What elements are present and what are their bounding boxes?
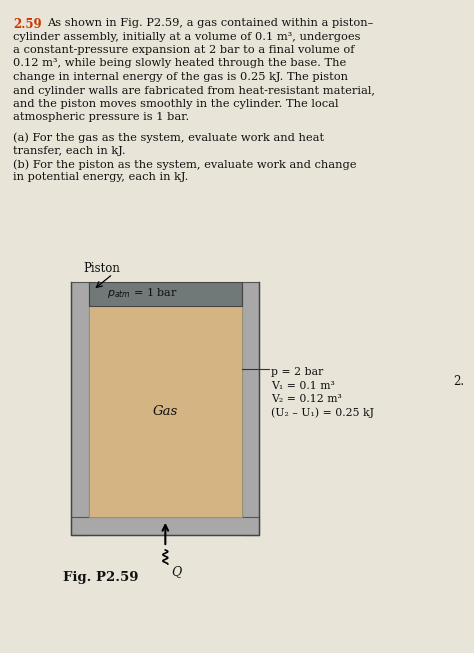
Text: transfer, each in kJ.: transfer, each in kJ. bbox=[13, 146, 126, 155]
Text: $p_{atm}$ = 1 bar: $p_{atm}$ = 1 bar bbox=[107, 286, 178, 300]
Text: As shown in Fig. P2.59, a gas contained within a piston–: As shown in Fig. P2.59, a gas contained … bbox=[47, 18, 374, 28]
Text: 0.12 m³, while being slowly heated through the base. The: 0.12 m³, while being slowly heated throu… bbox=[13, 59, 346, 69]
Text: cylinder assembly, initially at a volume of 0.1 m³, undergoes: cylinder assembly, initially at a volume… bbox=[13, 31, 360, 42]
Text: (a) For the gas as the system, evaluate work and heat: (a) For the gas as the system, evaluate … bbox=[13, 132, 324, 142]
Bar bbox=[89, 282, 242, 306]
Text: Gas: Gas bbox=[153, 405, 178, 418]
Text: a constant-pressure expansion at 2 bar to a final volume of: a constant-pressure expansion at 2 bar t… bbox=[13, 45, 355, 55]
Text: Fig. P2.59: Fig. P2.59 bbox=[64, 571, 139, 584]
Text: atmospheric pressure is 1 bar.: atmospheric pressure is 1 bar. bbox=[13, 112, 189, 123]
Text: (U₂ – U₁) = 0.25 kJ: (U₂ – U₁) = 0.25 kJ bbox=[271, 408, 374, 419]
Bar bbox=[89, 306, 242, 517]
Text: and the piston moves smoothly in the cylinder. The local: and the piston moves smoothly in the cyl… bbox=[13, 99, 338, 109]
Text: and cylinder walls are fabricated from heat-resistant material,: and cylinder walls are fabricated from h… bbox=[13, 86, 375, 95]
Text: in potential energy, each in kJ.: in potential energy, each in kJ. bbox=[13, 172, 188, 182]
Text: 2.: 2. bbox=[454, 375, 465, 388]
Text: 2.59: 2.59 bbox=[13, 18, 42, 31]
Text: V₂ = 0.12 m³: V₂ = 0.12 m³ bbox=[271, 394, 342, 404]
Text: (b) For the piston as the system, evaluate work and change: (b) For the piston as the system, evalua… bbox=[13, 159, 356, 170]
Bar bbox=[71, 517, 259, 535]
Text: change in internal energy of the gas is 0.25 kJ. The piston: change in internal energy of the gas is … bbox=[13, 72, 348, 82]
Text: p = 2 bar: p = 2 bar bbox=[271, 367, 324, 377]
Bar bbox=[71, 282, 89, 535]
Text: Q: Q bbox=[171, 565, 182, 578]
Text: V₁ = 0.1 m³: V₁ = 0.1 m³ bbox=[271, 381, 335, 390]
Text: Piston: Piston bbox=[83, 262, 120, 275]
Bar bbox=[242, 282, 259, 535]
